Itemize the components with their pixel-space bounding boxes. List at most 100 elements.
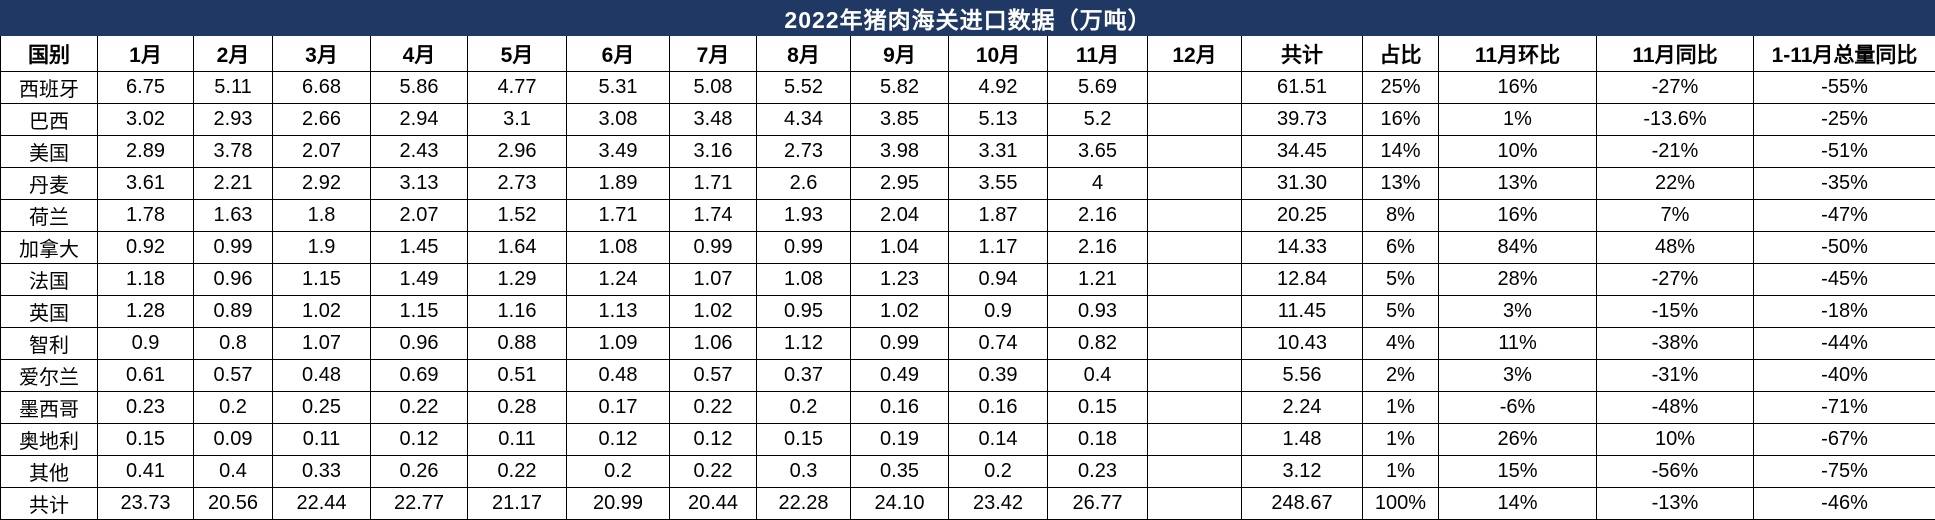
cell: -15% (1597, 296, 1754, 328)
cell: 2.73 (468, 168, 567, 200)
cell: 1.29 (468, 264, 567, 296)
column-header: 3月 (273, 36, 371, 72)
cell: 2% (1363, 360, 1439, 392)
cell: 0.41 (98, 456, 194, 488)
cell: 1.71 (670, 168, 757, 200)
cell (1148, 136, 1242, 168)
cell: 1.89 (567, 168, 670, 200)
cell: 0.16 (851, 392, 949, 424)
cell: -31% (1597, 360, 1754, 392)
row-label: 巴西 (1, 104, 98, 136)
cell: 2.16 (1048, 232, 1148, 264)
cell: 1.24 (567, 264, 670, 296)
cell: 2.16 (1048, 200, 1148, 232)
cell: 0.2 (757, 392, 851, 424)
cell: 61.51 (1242, 72, 1363, 104)
cell: 0.09 (194, 424, 273, 456)
cell: 5.13 (949, 104, 1048, 136)
cell: 1.08 (757, 264, 851, 296)
cell: 20.44 (670, 488, 757, 520)
cell: 8% (1363, 200, 1439, 232)
cell: 1.07 (670, 264, 757, 296)
row-label: 智利 (1, 328, 98, 360)
cell: -44% (1754, 328, 1935, 360)
cell (1148, 168, 1242, 200)
cell: 0.15 (98, 424, 194, 456)
cell: 1.9 (273, 232, 371, 264)
column-header: 占比 (1363, 36, 1439, 72)
cell: 0.22 (371, 392, 468, 424)
cell: 13% (1439, 168, 1597, 200)
row-label: 丹麦 (1, 168, 98, 200)
cell: 12.84 (1242, 264, 1363, 296)
cell: 0.99 (757, 232, 851, 264)
cell: 0.2 (567, 456, 670, 488)
cell (1148, 456, 1242, 488)
column-header: 国别 (1, 36, 98, 72)
cell: 20.25 (1242, 200, 1363, 232)
cell: 84% (1439, 232, 1597, 264)
cell: 5% (1363, 296, 1439, 328)
cell: 13% (1363, 168, 1439, 200)
cell: 5.69 (1048, 72, 1148, 104)
cell: 1.52 (468, 200, 567, 232)
cell: -50% (1754, 232, 1935, 264)
cell: 24.10 (851, 488, 949, 520)
cell: 15% (1439, 456, 1597, 488)
cell: -48% (1597, 392, 1754, 424)
cell: 5.31 (567, 72, 670, 104)
column-header: 7月 (670, 36, 757, 72)
cell: 5.2 (1048, 104, 1148, 136)
cell: 0.22 (468, 456, 567, 488)
cell: 3% (1439, 296, 1597, 328)
cell: 2.04 (851, 200, 949, 232)
cell: 7% (1597, 200, 1754, 232)
cell: 1.15 (371, 296, 468, 328)
cell: 1.02 (851, 296, 949, 328)
cell: 1.16 (468, 296, 567, 328)
column-header: 5月 (468, 36, 567, 72)
cell: 0.25 (273, 392, 371, 424)
cell: 22% (1597, 168, 1754, 200)
cell: 1.08 (567, 232, 670, 264)
cell: 2.6 (757, 168, 851, 200)
cell: 3.78 (194, 136, 273, 168)
cell: 1.09 (567, 328, 670, 360)
cell: 0.33 (273, 456, 371, 488)
cell: 0.19 (851, 424, 949, 456)
cell: 0.12 (567, 424, 670, 456)
cell: 0.15 (757, 424, 851, 456)
cell: 22.44 (273, 488, 371, 520)
cell: 0.96 (371, 328, 468, 360)
cell: 0.95 (757, 296, 851, 328)
cell (1148, 360, 1242, 392)
cell: 0.51 (468, 360, 567, 392)
column-header: 11月同比 (1597, 36, 1754, 72)
cell (1148, 72, 1242, 104)
cell: 2.95 (851, 168, 949, 200)
cell: 0.93 (1048, 296, 1148, 328)
cell: -45% (1754, 264, 1935, 296)
cell: 3.16 (670, 136, 757, 168)
cell: 1% (1363, 392, 1439, 424)
cell: 2.93 (194, 104, 273, 136)
row-label: 英国 (1, 296, 98, 328)
cell: 25% (1363, 72, 1439, 104)
cell (1148, 264, 1242, 296)
cell: 16% (1439, 72, 1597, 104)
cell: 0.35 (851, 456, 949, 488)
cell: 1% (1363, 424, 1439, 456)
cell: 3.49 (567, 136, 670, 168)
cell: 1.21 (1048, 264, 1148, 296)
cell: 248.67 (1242, 488, 1363, 520)
cell: 6.68 (273, 72, 371, 104)
cell: 0.82 (1048, 328, 1148, 360)
cell: 39.73 (1242, 104, 1363, 136)
cell: -13% (1597, 488, 1754, 520)
cell: 0.22 (670, 456, 757, 488)
column-header: 8月 (757, 36, 851, 72)
